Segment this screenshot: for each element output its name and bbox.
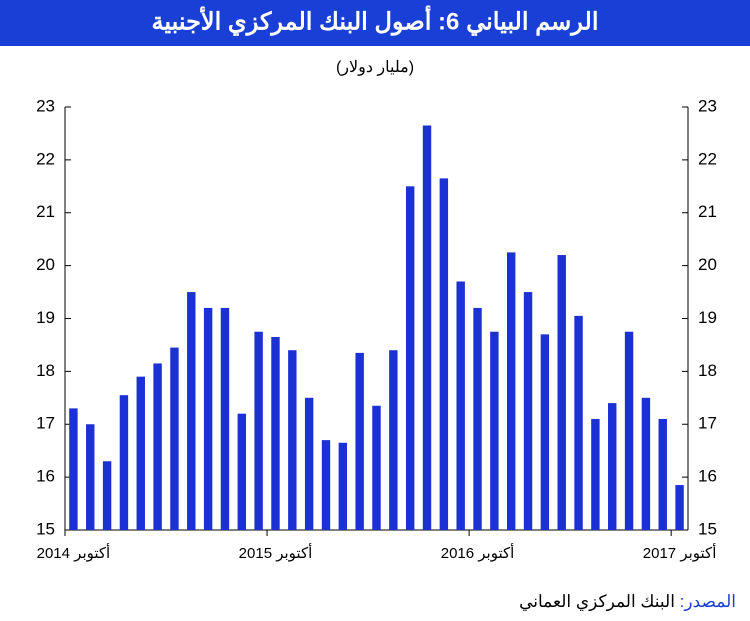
bar bbox=[321, 440, 331, 530]
y2-tick-label: 15 bbox=[698, 519, 717, 538]
y-tick-label: 21 bbox=[36, 202, 55, 221]
y2-tick-label: 21 bbox=[698, 202, 717, 221]
y-tick-label: 16 bbox=[36, 467, 55, 486]
bar bbox=[591, 418, 600, 530]
bar bbox=[254, 331, 263, 530]
x-tick-label: أكتوبر 2015 bbox=[239, 543, 313, 562]
bar bbox=[288, 350, 297, 530]
y2-tick-label: 16 bbox=[698, 467, 717, 486]
bar bbox=[624, 331, 634, 530]
bar bbox=[237, 413, 247, 530]
bar bbox=[405, 186, 415, 530]
x-tick-label: أكتوبر 2014 bbox=[37, 543, 111, 562]
bar bbox=[389, 350, 398, 530]
bar bbox=[473, 307, 482, 530]
bar bbox=[304, 397, 314, 530]
bar bbox=[153, 363, 162, 530]
bar bbox=[170, 347, 179, 530]
bar bbox=[608, 403, 617, 530]
source-text: البنك المركزي العماني bbox=[519, 592, 675, 611]
y2-tick-label: 22 bbox=[698, 149, 717, 168]
x-tick-label: أكتوبر 2016 bbox=[441, 543, 515, 562]
source: المصدر: البنك المركزي العماني bbox=[519, 592, 736, 612]
bar bbox=[119, 395, 129, 530]
bar bbox=[641, 397, 651, 530]
bar bbox=[203, 307, 213, 530]
y2-tick-label: 20 bbox=[698, 255, 717, 274]
y2-tick-label: 23 bbox=[698, 96, 717, 115]
y-tick-label: 17 bbox=[36, 414, 55, 433]
y-tick-label: 22 bbox=[36, 149, 55, 168]
y-tick-label: 20 bbox=[36, 255, 55, 274]
y-tick-label: 23 bbox=[36, 96, 55, 115]
chart-title: الرسم البياني 6: أصول البنك المركزي الأج… bbox=[151, 3, 598, 36]
bar bbox=[69, 408, 78, 530]
title-bar bbox=[0, 0, 750, 46]
bar bbox=[422, 125, 432, 530]
bar bbox=[540, 334, 550, 530]
bar bbox=[523, 292, 533, 530]
bar bbox=[506, 252, 516, 530]
bar bbox=[338, 442, 348, 530]
y-tick-label: 15 bbox=[36, 519, 55, 538]
y-tick-label: 19 bbox=[36, 308, 55, 327]
bar bbox=[136, 376, 145, 530]
source-label: المصدر: bbox=[679, 592, 736, 611]
bar bbox=[271, 337, 280, 530]
bar bbox=[456, 281, 465, 530]
y-tick-label: 18 bbox=[36, 361, 55, 380]
x-tick-label: أكتوبر 2017 bbox=[643, 543, 717, 562]
bar bbox=[102, 461, 112, 530]
bar bbox=[187, 292, 196, 530]
subtitle: (مليار دولار) bbox=[336, 59, 414, 76]
bar bbox=[220, 307, 230, 530]
bar bbox=[439, 178, 449, 530]
bar bbox=[557, 255, 566, 531]
bar bbox=[675, 485, 684, 530]
y2-tick-label: 17 bbox=[698, 414, 717, 433]
y2-tick-label: 18 bbox=[698, 361, 717, 380]
bar bbox=[372, 405, 381, 530]
y2-tick-label: 19 bbox=[698, 308, 717, 327]
bar bbox=[355, 352, 364, 530]
bar bbox=[658, 418, 667, 530]
bar bbox=[574, 315, 583, 530]
bar bbox=[86, 424, 95, 530]
bar bbox=[490, 331, 499, 530]
